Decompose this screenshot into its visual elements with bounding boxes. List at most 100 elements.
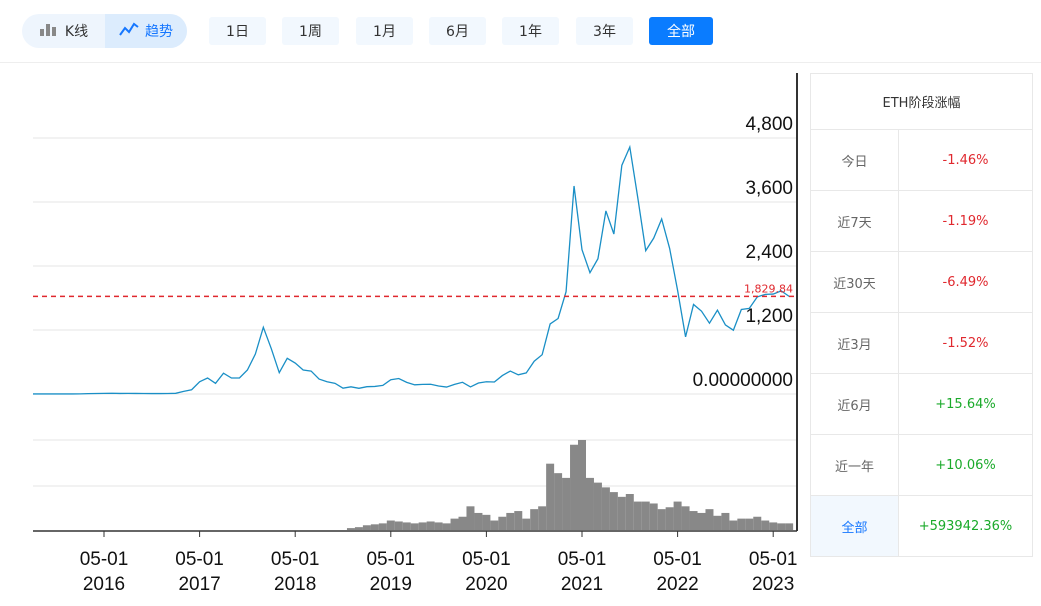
period-change-value: -6.49% bbox=[942, 274, 989, 290]
kline-view-button[interactable]: K线 bbox=[22, 14, 105, 48]
volume-bar bbox=[514, 511, 523, 530]
toolbar: K线 趋势 1日 1周 1月 6月 1年 3年 全部 bbox=[0, 0, 1041, 63]
period-label: 近7天 bbox=[811, 191, 899, 251]
x-tick-label: 05-01 bbox=[749, 549, 798, 570]
volume-bar bbox=[370, 524, 379, 530]
kline-label: K线 bbox=[64, 24, 89, 40]
price-line bbox=[33, 144, 790, 395]
volume-bar bbox=[418, 522, 427, 530]
volume-bar bbox=[354, 527, 363, 530]
range-1y-button[interactable]: 1年 bbox=[502, 17, 559, 45]
volume-bar bbox=[434, 522, 443, 530]
volume-bar bbox=[450, 518, 459, 530]
volume-bar bbox=[362, 525, 371, 530]
table-row: 今日 -1.46% bbox=[811, 130, 1032, 191]
volume-bar bbox=[753, 516, 762, 530]
volume-bar bbox=[474, 512, 483, 530]
y-tick-label: 4,800 bbox=[745, 114, 793, 135]
period-change-table: ETH阶段涨幅 今日 -1.46% 近7天 -1.19% 近30天 -6.49% 近3月 -1… bbox=[810, 73, 1033, 557]
range-all-button[interactable]: 全部 bbox=[649, 17, 713, 45]
volume-bar bbox=[498, 516, 507, 530]
volume-bar bbox=[538, 506, 547, 530]
x-tick-year: 2016 bbox=[83, 574, 125, 595]
volume-bar bbox=[785, 523, 794, 530]
volume-bar bbox=[522, 518, 531, 530]
volume-bar bbox=[554, 473, 563, 530]
x-tick-year: 2018 bbox=[274, 574, 316, 595]
volume-bar bbox=[649, 503, 658, 530]
period-label: 近一年 bbox=[811, 435, 899, 495]
volume-bar bbox=[490, 520, 499, 530]
volume-bar bbox=[673, 501, 682, 530]
price-chart[interactable]: 4,800 3,600 2,400 1,200 0.00000000 1,829.84 05… bbox=[0, 62, 805, 606]
period-label: 近3月 bbox=[811, 313, 899, 373]
table-row: 近7天 -1.19% bbox=[811, 191, 1032, 252]
table-row: 近3月 -1.52% bbox=[811, 313, 1032, 374]
volume-bar bbox=[346, 528, 355, 530]
y-tick-label: 2,400 bbox=[745, 242, 793, 263]
volume-bar bbox=[729, 520, 738, 530]
volume-bar bbox=[466, 506, 475, 530]
trend-view-button[interactable]: 趋势 bbox=[105, 14, 187, 48]
range-1d-button[interactable]: 1日 bbox=[209, 17, 266, 45]
x-tick-year: 2019 bbox=[370, 574, 412, 595]
volume-bar bbox=[713, 515, 722, 530]
table-row: 近一年 +10.06% bbox=[811, 435, 1032, 496]
x-tick-label: 05-01 bbox=[271, 549, 320, 570]
volume-bar bbox=[386, 520, 395, 530]
volume-bar bbox=[665, 507, 674, 530]
volume-bar bbox=[458, 516, 467, 530]
volume-bar bbox=[657, 509, 666, 530]
period-change-value: +15.64% bbox=[935, 396, 996, 412]
volume-bar bbox=[506, 512, 515, 530]
volume-bar bbox=[402, 522, 411, 530]
candlestick-icon bbox=[39, 22, 59, 40]
x-tick-label: 05-01 bbox=[366, 549, 415, 570]
volume-bar bbox=[570, 444, 579, 530]
volume-bar bbox=[617, 496, 626, 530]
table-title: ETH阶段涨幅 bbox=[811, 74, 1032, 130]
range-1m-button[interactable]: 1月 bbox=[356, 17, 413, 45]
x-tick-year: 2020 bbox=[465, 574, 507, 595]
volume-bar bbox=[737, 518, 746, 530]
volume-bar bbox=[681, 506, 690, 530]
y-tick-label: 0.00000000 bbox=[693, 370, 793, 391]
current-price-label: 1,829.84 bbox=[744, 282, 793, 295]
period-change-value: -1.46% bbox=[942, 152, 989, 168]
period-change-value: -1.52% bbox=[942, 335, 989, 351]
volume-bar bbox=[378, 523, 387, 530]
volume-bar bbox=[609, 492, 618, 530]
volume-bar bbox=[633, 501, 642, 530]
trend-line-icon bbox=[119, 22, 139, 40]
x-tick-label: 05-01 bbox=[653, 549, 702, 570]
table-row: 近6月 +15.64% bbox=[811, 374, 1032, 435]
volume-bar bbox=[426, 521, 435, 530]
volume-bar bbox=[593, 482, 602, 530]
x-tick-label: 05-01 bbox=[558, 549, 607, 570]
range-6m-button[interactable]: 6月 bbox=[429, 17, 486, 45]
x-tick-year: 2022 bbox=[656, 574, 698, 595]
x-tick-label: 05-01 bbox=[175, 549, 224, 570]
period-label: 今日 bbox=[811, 130, 899, 190]
x-tick-year: 2023 bbox=[752, 574, 794, 595]
volume-bar bbox=[410, 523, 419, 530]
volume-bar bbox=[601, 487, 610, 530]
x-tick-label: 05-01 bbox=[80, 549, 129, 570]
view-toggle: K线 趋势 bbox=[22, 14, 187, 48]
trend-label: 趋势 bbox=[145, 24, 173, 40]
volume-bar bbox=[697, 512, 706, 530]
period-label: 近6月 bbox=[811, 374, 899, 434]
x-tick-year: 2021 bbox=[561, 574, 603, 595]
volume-bar bbox=[562, 477, 571, 530]
volume-bar bbox=[769, 522, 778, 530]
volume-bar bbox=[641, 501, 650, 530]
x-tick-year: 2017 bbox=[178, 574, 220, 595]
volume-bar bbox=[530, 509, 539, 530]
period-change-value: -1.19% bbox=[942, 213, 989, 229]
range-3y-button[interactable]: 3年 bbox=[576, 17, 633, 45]
table-row: 全部 +593942.36% bbox=[811, 496, 1032, 556]
volume-bar bbox=[394, 521, 403, 530]
range-1w-button[interactable]: 1周 bbox=[282, 17, 339, 45]
volume-bar bbox=[761, 520, 770, 530]
volume-bar bbox=[482, 514, 491, 530]
